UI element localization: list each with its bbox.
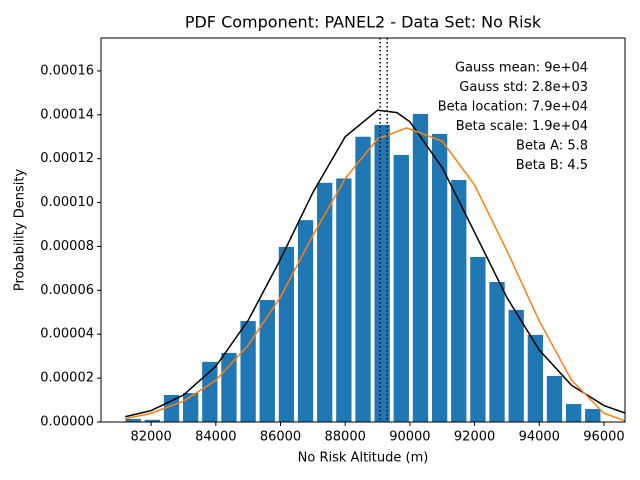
bar [489, 282, 505, 422]
bar [163, 395, 180, 422]
bar [470, 256, 486, 422]
y-tick-label: 0.00000 [40, 415, 94, 430]
x-tick-label: 92000 [454, 430, 495, 445]
y-axis-label: Probability Density [13, 169, 28, 292]
y-tick-label: 0.00002 [40, 371, 94, 386]
bar [565, 404, 582, 422]
chart-title: PDF Component: PANEL2 - Data Set: No Ris… [185, 13, 542, 32]
annotation: Beta B: 4.5 [516, 158, 588, 173]
bar [412, 113, 429, 422]
bar [202, 361, 218, 422]
bar [546, 375, 563, 422]
bar [297, 220, 314, 422]
bar [144, 419, 161, 422]
annotation: Beta A: 5.8 [516, 139, 588, 154]
bar [508, 309, 524, 422]
x-tick-label: 84000 [195, 430, 236, 445]
bar [585, 409, 601, 422]
bar [240, 321, 256, 422]
y-tick-label: 0.00006 [40, 283, 94, 298]
y-tick-label: 0.00004 [40, 327, 94, 342]
axes-frame [100, 37, 626, 423]
bar [221, 352, 237, 422]
bar [374, 124, 390, 423]
bar [336, 178, 352, 422]
x-tick-label: 90000 [389, 430, 430, 445]
x-tick-label: 94000 [519, 430, 560, 445]
bar [183, 393, 199, 422]
annotation: Beta location: 7.9e+04 [438, 100, 588, 115]
bar [451, 179, 467, 422]
bar [355, 136, 371, 422]
x-tick-label: 82000 [130, 430, 171, 445]
bar [278, 246, 295, 422]
bar [125, 418, 141, 422]
y-tick-label: 0.00008 [40, 239, 94, 254]
x-axis-label: No Risk Altitude (m) [298, 451, 429, 466]
y-tick-label: 0.00012 [40, 151, 94, 166]
bar [317, 182, 333, 422]
y-tick-label: 0.00016 [40, 63, 94, 78]
y-tick-label: 0.00010 [40, 195, 94, 210]
annotation: Gauss mean: 9e+04 [455, 61, 588, 76]
annotation: Beta scale: 1.9e+04 [456, 119, 588, 134]
x-tick-label: 96000 [583, 430, 624, 445]
bar [527, 334, 543, 422]
x-tick-label: 88000 [325, 430, 366, 445]
bar [259, 299, 275, 422]
y-tick-label: 0.00014 [40, 107, 94, 122]
bar [393, 154, 409, 422]
density-line [125, 127, 626, 422]
annotation: Gauss std: 2.8e+03 [459, 80, 588, 95]
bar [431, 133, 448, 422]
x-tick-label: 86000 [260, 430, 301, 445]
